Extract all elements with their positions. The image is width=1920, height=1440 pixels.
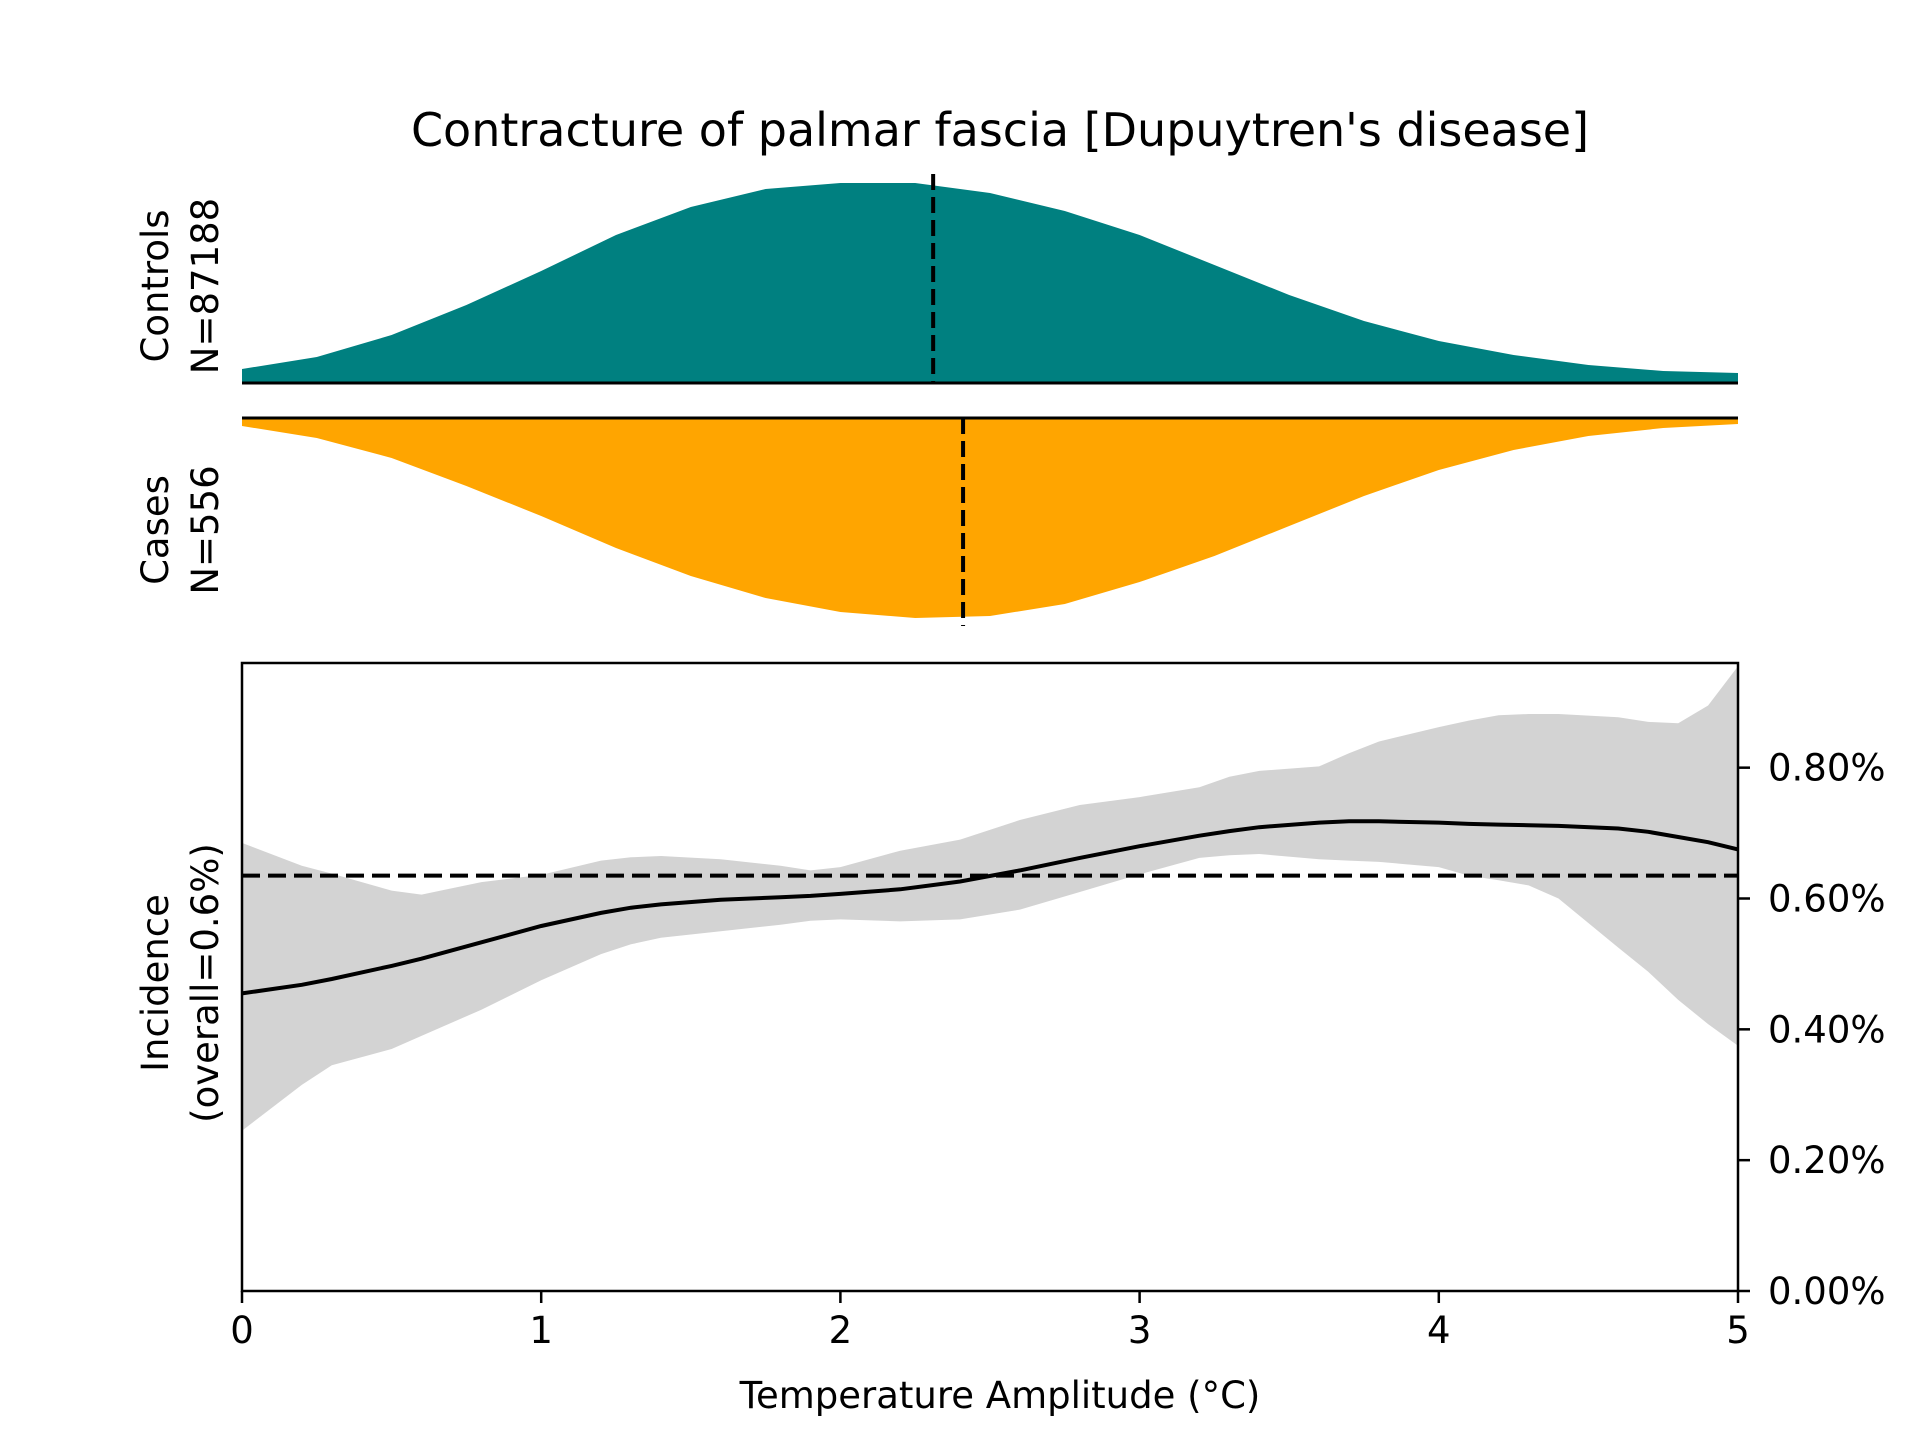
controls-panel: Controls N=87188: [134, 174, 1738, 385]
y-tick-label: 0.80%: [1768, 747, 1886, 790]
y-axis-ticks: 0.00% 0.20% 0.40% 0.60% 0.80%: [1738, 747, 1886, 1313]
x-axis-ticks: 0 1 2 3 4 5: [230, 1291, 1750, 1352]
cases-density-area: [242, 418, 1738, 618]
controls-label-line1: Controls: [134, 209, 177, 362]
incidence-confidence-band: [242, 666, 1738, 1131]
cases-label-line2: N=556: [184, 465, 227, 594]
incidence-label-line2: (overall=0.6%): [184, 843, 227, 1123]
controls-density-area: [242, 183, 1738, 383]
y-tick-label: 0.00%: [1768, 1270, 1886, 1313]
incidence-label-line1: Incidence: [134, 894, 177, 1072]
y-tick-label: 0.20%: [1768, 1139, 1886, 1182]
y-tick-label: 0.40%: [1768, 1008, 1886, 1051]
x-tick-label: 0: [230, 1309, 254, 1352]
incidence-panel: 0 1 2 3 4 5 0.00% 0.20% 0.40% 0.60% 0.80% Inciden…: [134, 661, 1886, 1417]
controls-label-line2: N=87188: [184, 198, 227, 374]
x-tick-label: 1: [529, 1309, 553, 1352]
cases-label-line1: Cases: [134, 475, 177, 585]
x-tick-label: 2: [829, 1309, 853, 1352]
x-tick-label: 3: [1128, 1309, 1152, 1352]
cases-panel: Cases N=556: [134, 416, 1738, 626]
x-tick-label: 4: [1427, 1309, 1451, 1352]
incidence-plot-frame: [240, 661, 1740, 1293]
x-axis-label: Temperature Amplitude (°C): [739, 1374, 1261, 1417]
incidence-mean-line: [241, 819, 1739, 996]
y-tick-label: 0.60%: [1768, 878, 1886, 921]
chart-title: Contracture of palmar fascia [Dupuytren'…: [411, 103, 1589, 157]
x-tick-label: 5: [1726, 1309, 1750, 1352]
